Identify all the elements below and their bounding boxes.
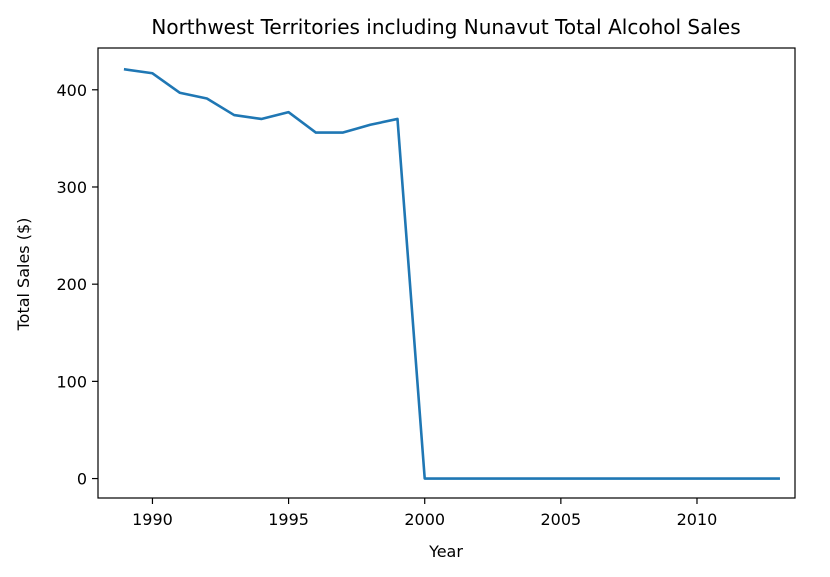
plot-frame <box>97 47 796 499</box>
series-layer <box>123 67 780 480</box>
y-axis-label: Total Sales ($) <box>14 218 33 332</box>
y-tick-label: 200 <box>56 275 87 294</box>
x-axis-label: Year <box>428 542 463 561</box>
y-axis: 0 100 200 300 400 <box>56 81 98 489</box>
x-axis: 1990 1995 2000 2005 2010 <box>132 498 717 529</box>
x-tick-label: 1995 <box>268 510 309 529</box>
y-tick-label: 300 <box>56 178 87 197</box>
series-line <box>123 67 780 480</box>
x-tick-label: 1990 <box>132 510 173 529</box>
plot-area <box>97 47 796 499</box>
x-tick-label: 2005 <box>540 510 581 529</box>
y-tick-label: 0 <box>77 470 87 489</box>
chart-title: Northwest Territories including Nunavut … <box>151 15 740 39</box>
x-tick-label: 2010 <box>677 510 718 529</box>
x-tick-label: 2000 <box>404 510 445 529</box>
y-tick-label: 100 <box>56 372 87 391</box>
y-tick-label: 400 <box>56 81 87 100</box>
